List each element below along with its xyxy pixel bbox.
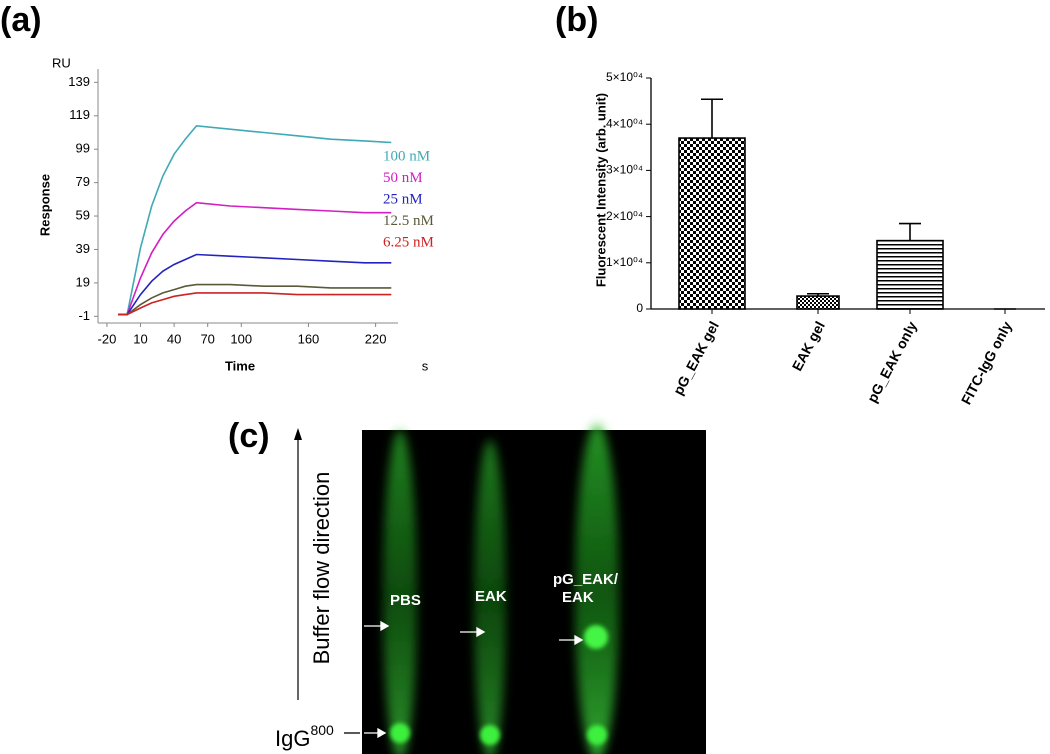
arrowhead <box>574 634 584 646</box>
flow-label: Buffer flow direction <box>309 472 334 665</box>
panel-label: (a) <box>0 1 42 39</box>
y-tick-label: 1×10⁰⁴ <box>606 255 643 269</box>
lane-streaks <box>383 424 619 754</box>
series-line <box>118 283 392 316</box>
marker-sup: 800 <box>310 722 334 738</box>
y-tick-label: 99 <box>76 141 90 156</box>
lane-label: EAK <box>562 589 594 606</box>
spot <box>390 723 410 743</box>
x-axis-label: Time <box>225 358 255 373</box>
series-line <box>118 201 392 316</box>
bar <box>876 239 944 310</box>
spot <box>584 625 608 649</box>
y-tick-label: 4×10⁰⁴ <box>606 116 643 130</box>
gel-image <box>362 430 706 754</box>
bar <box>796 295 840 310</box>
x-unit: s <box>422 358 429 373</box>
series-line <box>118 124 392 316</box>
series-line <box>118 292 392 316</box>
y-tick-label: 119 <box>69 107 90 122</box>
y-tick-label: 3×10⁰⁴ <box>606 163 643 177</box>
bar <box>678 137 746 310</box>
legend-label: 25 nM <box>383 191 423 207</box>
y-tick-label: 139 <box>68 74 90 89</box>
y-tick-label: 59 <box>76 207 90 222</box>
spots <box>390 625 608 745</box>
x-tick-label: pG_EAK gel <box>670 319 722 398</box>
y-tick-label: 2×10⁰⁴ <box>606 209 643 223</box>
x-tick-label: 160 <box>298 331 320 346</box>
arrows <box>364 620 584 739</box>
legend-label: 50 nM <box>383 170 423 186</box>
x-tick-label: 10 <box>133 331 147 346</box>
x-tick-label: 220 <box>365 331 387 346</box>
arrowhead <box>380 620 390 632</box>
marker-text: IgG <box>275 726 310 751</box>
spot <box>480 725 500 745</box>
lane-label: EAK <box>475 588 507 605</box>
panel-label: (b) <box>555 1 598 39</box>
y-axis-label: Fluorescent Intensity (arb. unit) <box>593 93 608 287</box>
flow-arrowhead <box>294 428 302 440</box>
x-tick-label: EAK gel <box>789 319 828 374</box>
lane-streak <box>383 430 417 754</box>
series-line <box>118 253 392 316</box>
x-tick-label: 40 <box>167 331 181 346</box>
lane-streak <box>575 424 619 754</box>
x-tick-label: -20 <box>98 331 117 346</box>
arrowhead <box>476 626 486 638</box>
legend-label: 6.25 nM <box>383 234 434 250</box>
marker-label: IgG800 <box>275 722 334 751</box>
panel-label: (c) <box>228 417 270 455</box>
lane-streak <box>474 440 506 754</box>
y-unit: RU <box>52 55 71 70</box>
y-tick-label: 0 <box>636 301 643 315</box>
y-tick-label: 39 <box>76 241 90 256</box>
legend-label: 12.5 nM <box>383 213 434 229</box>
x-tick-label: pG_EAK only <box>864 318 920 405</box>
y-tick-label: 79 <box>76 174 90 189</box>
y-axis-label: Response <box>37 174 52 236</box>
y-tick-label: 19 <box>76 274 90 289</box>
x-tick-label: FITC-IgG only <box>958 318 1015 407</box>
lane-label: pG_EAK/ <box>553 571 619 588</box>
legend-label: 100 nM <box>383 148 430 164</box>
x-tick-label: 70 <box>200 331 214 346</box>
lane-label: PBS <box>390 592 421 609</box>
y-tick-label: -1 <box>78 308 90 323</box>
arrowhead <box>377 727 387 739</box>
x-tick-label: 100 <box>230 331 252 346</box>
y-tick-label: 5×10⁰⁴ <box>606 70 643 84</box>
spot <box>587 725 607 745</box>
